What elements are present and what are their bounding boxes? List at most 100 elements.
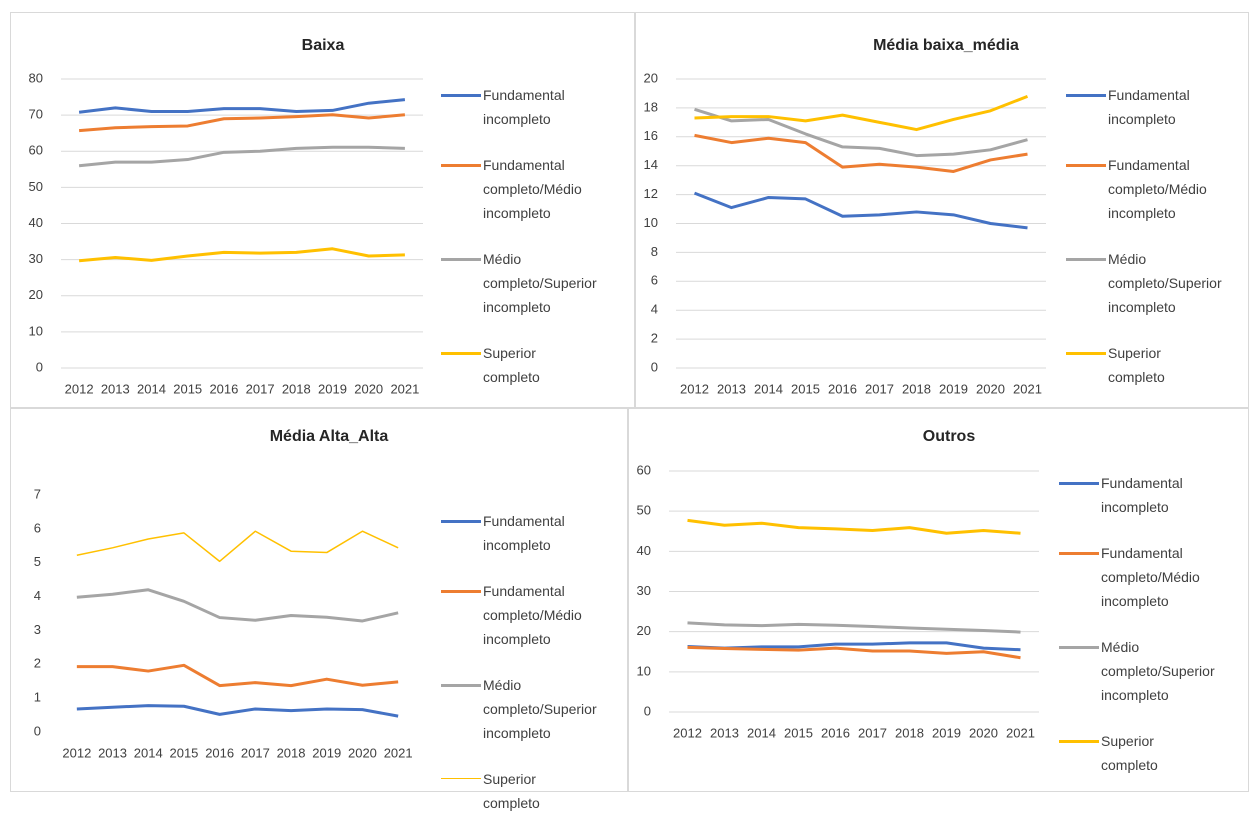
y-tick-label: 30 (29, 251, 43, 266)
legend-item: Fundamental completo/Médio incompleto (1066, 153, 1216, 225)
y-tick-label: 14 (644, 157, 658, 172)
series-line (687, 645, 1021, 660)
series-line (687, 621, 1021, 634)
x-tick-label: 2019 (318, 381, 347, 396)
x-tick-label: 2013 (710, 725, 739, 740)
series-line (78, 247, 405, 263)
chart-title: Média Alta_Alta (270, 428, 389, 445)
y-tick-label: 10 (637, 663, 651, 678)
legend-item: Superior completo (441, 767, 591, 815)
x-tick-label: 2021 (1013, 381, 1042, 396)
legend-item: Fundamental completo/Médio incompleto (1059, 541, 1209, 613)
x-tick-label: 2016 (821, 725, 850, 740)
legend-swatch (1066, 94, 1106, 97)
y-tick-label: 5 (34, 554, 41, 569)
legend-label: Fundamental incompleto (483, 87, 565, 127)
y-tick-label: 0 (644, 703, 651, 718)
x-tick-label: 2020 (348, 745, 377, 760)
series-line (76, 663, 399, 688)
x-tick-label: 2020 (976, 381, 1005, 396)
x-tick-label: 2014 (134, 745, 163, 760)
legend-swatch (441, 684, 481, 687)
legend-label: Médio completo/Superior incompleto (1108, 251, 1222, 315)
x-tick-label: 2015 (791, 381, 820, 396)
legend-swatch (1066, 258, 1106, 261)
y-tick-label: 6 (34, 520, 41, 535)
legend-item: Fundamental completo/Médio incompleto (441, 579, 591, 651)
x-tick-label: 2012 (680, 381, 709, 396)
x-tick-label: 2017 (858, 725, 887, 740)
legend-swatch (441, 94, 481, 97)
chart-title: Outros (923, 428, 976, 445)
legend: Fundamental incompleto Fundamental comple… (1059, 471, 1215, 799)
legend: Fundamental incompleto Fundamental comple… (441, 83, 597, 411)
x-tick-label: 2019 (939, 381, 968, 396)
y-tick-label: 60 (637, 462, 651, 477)
x-tick-label: 2017 (246, 381, 275, 396)
legend-item: Fundamental incompleto (1066, 83, 1216, 131)
series-line (694, 133, 1028, 173)
x-tick-label: 2013 (101, 381, 130, 396)
legend-item: Fundamental incompleto (441, 509, 591, 557)
series-line (76, 704, 399, 718)
x-tick-label: 2017 (241, 745, 270, 760)
series-line (78, 145, 405, 168)
series-line (694, 107, 1028, 158)
y-tick-label: 20 (29, 287, 43, 302)
legend-swatch (1066, 352, 1106, 355)
legend-label: Fundamental incompleto (1101, 475, 1183, 515)
y-tick-label: 12 (644, 186, 658, 201)
x-tick-label: 2016 (205, 745, 234, 760)
legend: Fundamental incompleto Fundamental comple… (1066, 83, 1222, 411)
series-line (78, 113, 406, 133)
x-tick-label: 2013 (98, 745, 127, 760)
legend-item: Fundamental incompleto (441, 83, 591, 131)
legend-swatch (1059, 646, 1099, 649)
legend-item: Superior completo (441, 341, 591, 389)
legend-label: Superior completo (1101, 733, 1158, 773)
y-tick-label: 8 (651, 244, 658, 259)
legend-item: Fundamental incompleto (1059, 471, 1209, 519)
x-tick-label: 2012 (62, 745, 91, 760)
x-tick-label: 2018 (282, 381, 311, 396)
y-tick-label: 40 (637, 543, 651, 558)
legend-swatch (1059, 740, 1099, 743)
y-tick-label: 4 (34, 588, 41, 603)
legend-label: Superior completo (483, 771, 540, 811)
y-tick-label: 18 (644, 99, 658, 114)
series-line (78, 98, 406, 114)
x-tick-label: 2017 (865, 381, 894, 396)
y-tick-label: 16 (644, 128, 658, 143)
legend-label: Médio completo/Superior incompleto (1101, 639, 1215, 703)
legend-label: Superior completo (1108, 345, 1165, 385)
legend-swatch (1059, 482, 1099, 485)
x-tick-label: 2013 (717, 381, 746, 396)
legend-swatch (441, 778, 481, 779)
legend-swatch (441, 352, 481, 355)
legend-item: Superior completo (1059, 729, 1209, 777)
y-tick-label: 20 (644, 70, 658, 85)
y-tick-label: 80 (29, 70, 43, 85)
legend-item: Médio completo/Superior incompleto (1066, 247, 1222, 319)
x-tick-label: 2021 (384, 745, 413, 760)
legend-label: Fundamental incompleto (483, 513, 565, 553)
x-tick-label: 2019 (312, 745, 341, 760)
series-line (76, 588, 399, 623)
y-tick-label: 2 (651, 331, 658, 346)
y-tick-label: 1 (34, 690, 41, 705)
page: Baixa 0 10 20 30 40 50 60 70 80 2012 2013 2014 2015 20… (10, 12, 1249, 811)
y-tick-label: 6 (651, 273, 658, 288)
chart-title: Baixa (302, 37, 345, 54)
series-line (694, 94, 1029, 132)
legend-item: Médio completo/Superior incompleto (441, 673, 597, 745)
legend-item: Superior completo (1066, 341, 1216, 389)
chart: Baixa 0 10 20 30 40 50 60 70 80 2012 2013 2014 2015 20… (29, 37, 423, 396)
x-tick-label: 2015 (169, 745, 198, 760)
chart-title: Média baixa_média (873, 37, 1019, 54)
legend-label: Fundamental completo/Médio incompleto (1101, 545, 1200, 609)
x-tick-label: 2018 (277, 745, 306, 760)
legend-label: Médio completo/Superior incompleto (483, 251, 597, 315)
y-tick-label: 10 (29, 323, 43, 338)
legend-swatch (1059, 552, 1099, 555)
legend: Fundamental incompleto Fundamental comple… (441, 509, 597, 837)
